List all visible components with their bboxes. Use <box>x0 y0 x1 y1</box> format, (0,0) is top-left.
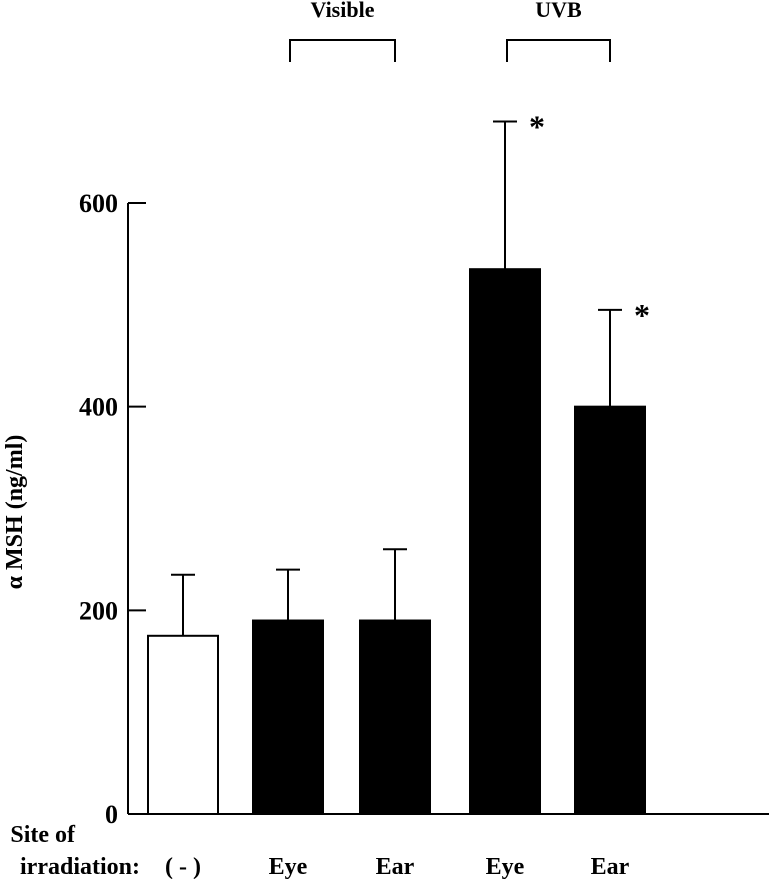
category-labels: ( - ) Eye Ear Eye Ear <box>165 854 630 879</box>
group-bracket <box>506 39 611 62</box>
category-label: Ear <box>591 854 630 879</box>
y-ticks: 0 200 400 600 <box>79 189 146 829</box>
group-label: Visible <box>311 0 375 22</box>
y-axis-label: α MSH (ng/ml) <box>2 435 28 590</box>
group-bracket <box>289 39 396 62</box>
x-axis-title-line-2: irradiation: <box>20 854 140 879</box>
bar <box>147 634 219 816</box>
bars: ** <box>147 109 650 816</box>
category-label: Eye <box>486 854 525 879</box>
group-label: UVB <box>535 0 582 22</box>
bar <box>252 619 324 815</box>
significance-marker: * <box>634 297 650 333</box>
y-tick-label: 600 <box>79 189 118 218</box>
category-label: Eye <box>269 854 308 879</box>
x-axis-title-line-1: Site of <box>10 822 76 848</box>
bar <box>359 619 431 815</box>
bar <box>469 268 541 816</box>
category-label: ( - ) <box>165 854 201 879</box>
bar <box>574 405 646 815</box>
y-tick-label: 400 <box>79 393 118 422</box>
y-tick-label: 200 <box>79 596 118 625</box>
category-label: Ear <box>376 854 415 879</box>
group-brackets: Visible UVB <box>289 0 611 62</box>
y-tick-label: 0 <box>105 800 118 829</box>
axes <box>127 203 769 815</box>
significance-marker: * <box>529 109 545 145</box>
